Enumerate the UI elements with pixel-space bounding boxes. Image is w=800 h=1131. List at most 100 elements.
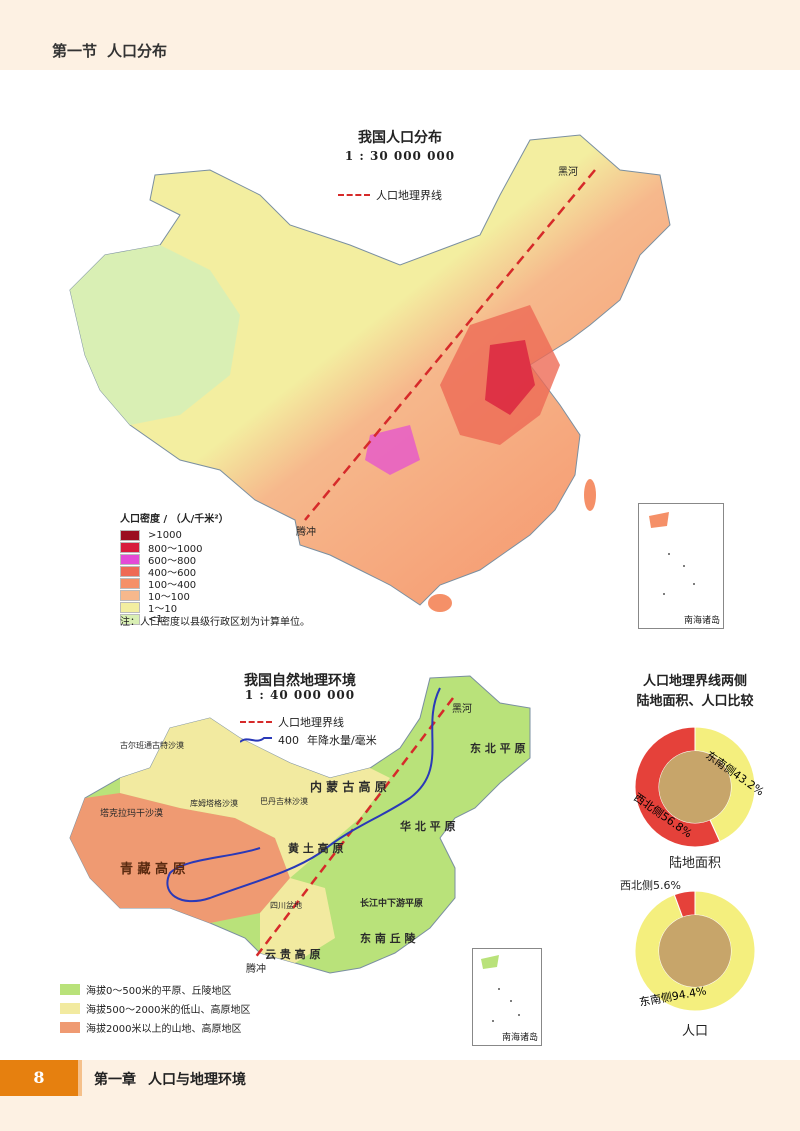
terrain-legend-row: 海拔500～2000米的低山、高原地区 bbox=[60, 999, 251, 1018]
region-label: 云 贵 高 原 bbox=[265, 948, 321, 961]
legend-swatch bbox=[120, 589, 140, 601]
legend-label: 800～1000 bbox=[148, 543, 203, 555]
density-legend: 人口密度 / （人/千米²） >1000 800～1000 600～800 40… bbox=[120, 510, 229, 625]
map1-city-south: 腾冲 bbox=[296, 527, 316, 538]
south-china-sea-inset: 南海诸岛 bbox=[638, 503, 724, 629]
area-caption: 陆地面积 bbox=[668, 856, 721, 871]
region-label: 东 北 平 原 bbox=[470, 742, 526, 755]
legend-swatch bbox=[60, 1003, 80, 1014]
dashed-line-symbol bbox=[240, 721, 272, 723]
yungui-region bbox=[260, 878, 335, 963]
region-label: 内 蒙 古 高 原 bbox=[310, 780, 387, 794]
map1-line-legend: 人口地理界线 bbox=[338, 187, 442, 203]
chapter-title: 第一章 人口与地理环境 bbox=[94, 1069, 246, 1089]
legend-label: <1 bbox=[148, 613, 163, 625]
legend-label: 海拔500～2000米的低山、高原地区 bbox=[86, 1005, 251, 1016]
density-legend-row: >1000 bbox=[120, 529, 229, 541]
legend-swatch bbox=[120, 541, 140, 553]
taiwan-island bbox=[584, 479, 596, 511]
population-line-2 bbox=[254, 697, 454, 959]
population-donut-chart: 东南侧94.4% bbox=[634, 890, 756, 1012]
legend-swatch bbox=[60, 984, 80, 995]
china-outline bbox=[69, 134, 671, 606]
isohyet-symbol bbox=[240, 737, 272, 743]
natural-environment-map: 我国自然地理环境 1 : 40 000 000 人口地理界线 400 年降水量/… bbox=[60, 668, 600, 1048]
map1-title: 我国人口分布 bbox=[358, 130, 442, 146]
page-header: 第一节 人口分布 bbox=[0, 0, 800, 70]
comparison-title-line1: 人口地理界线两侧 bbox=[642, 674, 747, 689]
page-number: 8 bbox=[0, 1060, 78, 1096]
inset-islands bbox=[649, 512, 695, 595]
region-label: 青 藏 高 原 bbox=[120, 862, 186, 877]
donut-center-photo bbox=[659, 751, 731, 823]
legend-swatch bbox=[120, 601, 140, 613]
page-footer: 8 第一章 人口与地理环境 bbox=[0, 1060, 800, 1131]
region-label: 库姆塔格沙漠 bbox=[190, 799, 238, 808]
region-label: 塔克拉玛干沙漠 bbox=[100, 809, 164, 819]
chapter-name: 人口与地理环境 bbox=[148, 1072, 246, 1088]
density-legend-row: 100～400 bbox=[120, 577, 229, 591]
legend-label: 400～600 bbox=[148, 567, 197, 579]
mid-elevation-region bbox=[120, 718, 390, 878]
map1-note: 注：人口密度以县级行政区划为计算单位。 bbox=[120, 617, 310, 628]
chapter-number: 第一章 bbox=[94, 1072, 136, 1088]
dashed-line-symbol bbox=[338, 194, 370, 196]
region-label: 黄 土 高 原 bbox=[288, 842, 344, 855]
map2-line-legend-label: 人口地理界线 bbox=[278, 716, 344, 729]
isohyet-value: 400 bbox=[278, 733, 299, 747]
hainan-island bbox=[428, 594, 452, 612]
map2-isohyet-legend-label: 年降水量/毫米 bbox=[307, 734, 377, 747]
comparison-title-line2: 陆地面积、人口比较 bbox=[636, 694, 754, 709]
legend-label: 1～10 bbox=[148, 603, 178, 615]
legend-label: 10～100 bbox=[148, 591, 190, 603]
density-legend-row: 1～10 bbox=[120, 601, 229, 615]
legend-swatch bbox=[120, 565, 140, 577]
legend-swatch bbox=[60, 1022, 80, 1033]
legend-swatch bbox=[120, 577, 140, 589]
density-legend-row: 800～1000 bbox=[120, 541, 229, 555]
region-label: 古尔班通古特沙漠 bbox=[120, 741, 184, 750]
terrain-legend-row: 海拔0～500米的平原、丘陵地区 bbox=[60, 980, 251, 999]
section-number: 第一节 bbox=[52, 42, 98, 60]
legend-label: >1000 bbox=[148, 529, 182, 541]
map1-scale: 1 : 30 000 000 bbox=[344, 149, 456, 163]
isohyet-400 bbox=[166, 687, 441, 903]
inset-islands-2 bbox=[481, 955, 520, 1022]
legend-swatch bbox=[120, 529, 140, 541]
legend-swatch bbox=[120, 553, 140, 565]
region-label: 华 北 平 原 bbox=[400, 820, 456, 833]
low-density-region bbox=[70, 245, 240, 425]
inset-caption-2: 南海诸岛 bbox=[501, 1033, 538, 1043]
map2-isohyet-legend: 400 年降水量/毫米 bbox=[240, 732, 377, 748]
density-legend-row: 400～600 bbox=[120, 565, 229, 579]
population-caption: 人口 bbox=[681, 1024, 708, 1039]
section-title: 第一节 人口分布 bbox=[52, 40, 167, 61]
legend-label: 海拔0～500米的平原、丘陵地区 bbox=[86, 986, 232, 997]
legend-label: 600～800 bbox=[148, 555, 197, 567]
natural-map-canvas bbox=[69, 675, 531, 974]
area-donut-chart: 东南侧43.2%西北侧56.8% bbox=[631, 726, 766, 848]
terrain-legend: 海拔0～500米的平原、丘陵地区 海拔500～2000米的低山、高原地区 海拔2… bbox=[60, 980, 251, 1037]
sichuan-density-region bbox=[365, 425, 420, 475]
inset-caption: 南海诸岛 bbox=[683, 616, 720, 626]
region-label: 巴丹吉林沙漠 bbox=[260, 797, 308, 806]
terrain-legend-row: 海拔2000米以上的山地、高原地区 bbox=[60, 1018, 251, 1037]
legend-swatch bbox=[120, 613, 140, 625]
population-northwest-label: 西北侧5.6% bbox=[620, 879, 681, 892]
population-map: 我国人口分布 1 : 30 000 000 人口地理界线 黑河 腾冲 人口密度 … bbox=[60, 115, 740, 635]
map2-line-legend: 人口地理界线 bbox=[240, 714, 344, 730]
page-number-edge bbox=[78, 1060, 82, 1096]
legend-label: 100～400 bbox=[148, 579, 197, 591]
south-china-sea-inset-2: 南海诸岛 bbox=[472, 948, 542, 1046]
donut-center-photo bbox=[659, 915, 731, 987]
map1-city-north: 黑河 bbox=[558, 167, 578, 178]
region-label: 长江中下游平原 bbox=[360, 899, 424, 909]
legend-label: 海拔2000米以上的山地、高原地区 bbox=[86, 1024, 242, 1035]
highest-density-region bbox=[485, 340, 535, 415]
density-legend-title: 人口密度 / （人/千米²） bbox=[120, 514, 229, 525]
map2-scale: 1 : 40 000 000 bbox=[244, 688, 356, 702]
map2-city-north: 黑河 bbox=[452, 704, 472, 715]
density-legend-row: 600～800 bbox=[120, 553, 229, 567]
section-name: 人口分布 bbox=[107, 42, 168, 60]
region-label: 东 南 丘 陵 bbox=[360, 932, 416, 945]
